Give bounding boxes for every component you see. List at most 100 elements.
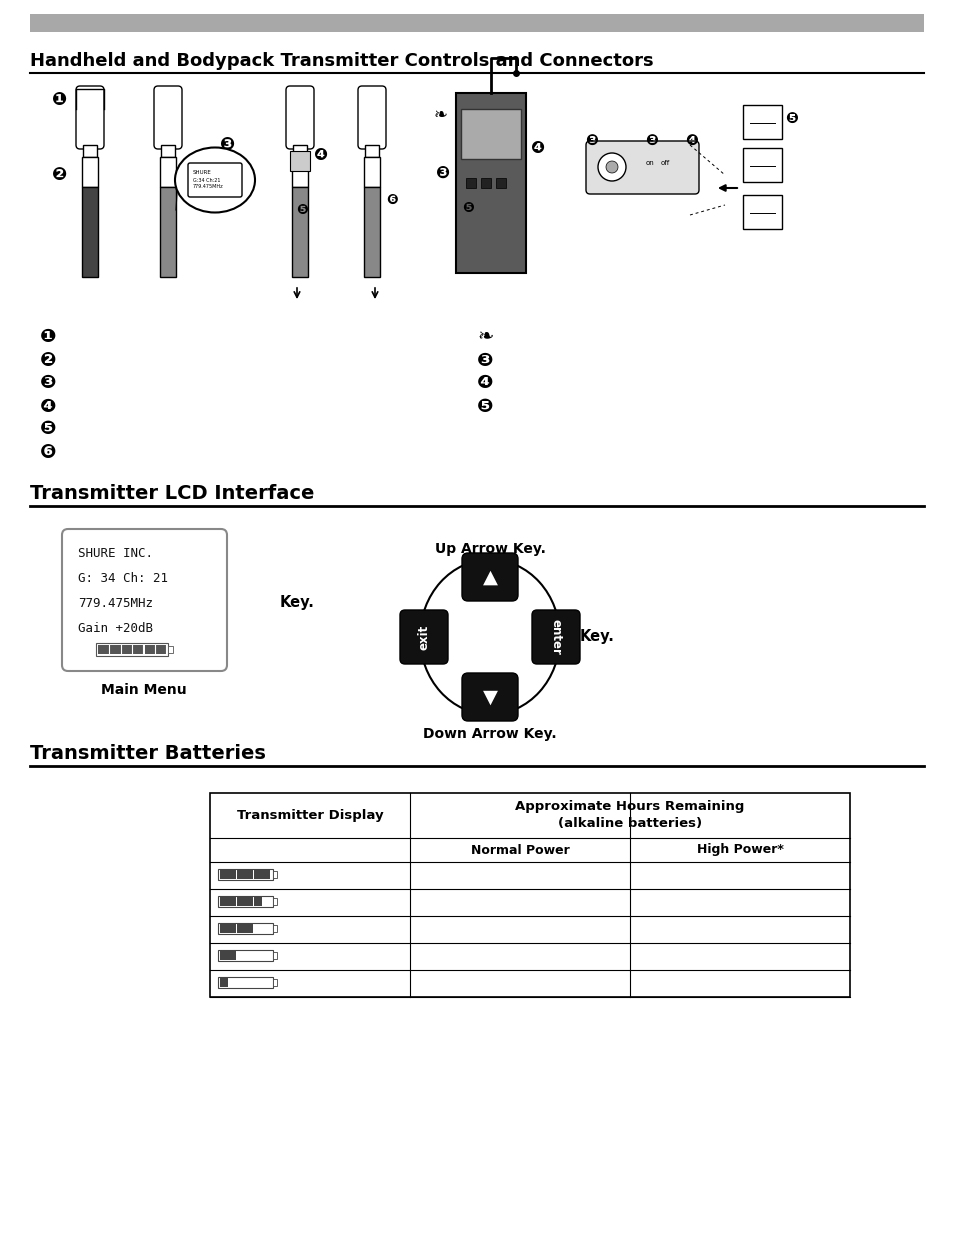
FancyBboxPatch shape [461, 553, 517, 601]
Bar [160, 157, 175, 186]
Bar [496, 178, 505, 188]
Bar [156, 645, 167, 655]
Text: ❧: ❧ [476, 327, 493, 347]
Bar [218, 869, 273, 881]
Text: ❺: ❺ [784, 110, 797, 126]
Bar [273, 925, 276, 932]
Bar [83, 144, 97, 157]
FancyBboxPatch shape [461, 673, 517, 721]
Text: ❸: ❸ [436, 164, 450, 182]
Bar [160, 186, 175, 277]
Text: Key.: Key. [579, 630, 615, 645]
Text: ❺: ❺ [461, 201, 474, 215]
Text: 779.475MHz: 779.475MHz [78, 597, 152, 610]
FancyBboxPatch shape [742, 105, 781, 140]
Bar [121, 645, 132, 655]
Bar [220, 951, 228, 960]
Bar [218, 950, 273, 961]
Bar [253, 869, 262, 879]
Bar [82, 186, 98, 277]
Text: High Power*: High Power* [696, 844, 782, 857]
Bar [364, 157, 379, 186]
Text: ❹: ❹ [476, 373, 493, 393]
Text: ❹: ❹ [314, 146, 328, 164]
Bar [229, 897, 236, 906]
Bar [273, 979, 276, 986]
FancyBboxPatch shape [188, 163, 242, 198]
Bar [220, 924, 228, 932]
Text: ❺: ❺ [476, 396, 493, 415]
FancyBboxPatch shape [742, 148, 781, 182]
Text: ▲: ▲ [482, 568, 497, 587]
Bar [245, 924, 253, 932]
Text: 779.475MHz: 779.475MHz [193, 184, 224, 189]
Bar [229, 951, 236, 960]
FancyBboxPatch shape [399, 610, 448, 664]
Bar [98, 645, 109, 655]
Bar [480, 178, 491, 188]
Bar [132, 645, 144, 655]
Bar [236, 897, 245, 906]
Bar [245, 869, 253, 879]
Text: ❸: ❸ [476, 351, 493, 369]
Bar [364, 186, 379, 277]
Bar [273, 871, 276, 878]
FancyBboxPatch shape [76, 86, 104, 149]
FancyBboxPatch shape [742, 195, 781, 228]
Text: exit: exit [417, 625, 430, 650]
Bar [273, 898, 276, 905]
Text: Handheld and Bodypack Transmitter Controls and Connectors: Handheld and Bodypack Transmitter Contro… [30, 52, 653, 70]
Text: SHURE INC.: SHURE INC. [78, 547, 152, 559]
FancyBboxPatch shape [585, 141, 699, 194]
FancyBboxPatch shape [290, 151, 310, 170]
Bar [273, 952, 276, 960]
Bar [229, 869, 236, 879]
Text: ❷: ❷ [40, 351, 56, 369]
Bar [82, 157, 98, 186]
Bar [210, 793, 849, 997]
Text: ❷: ❷ [52, 165, 67, 184]
FancyBboxPatch shape [460, 109, 520, 159]
Circle shape [598, 153, 625, 182]
Text: Transmitter LCD Interface: Transmitter LCD Interface [30, 484, 314, 503]
Bar [218, 977, 273, 988]
Text: Transmitter Batteries: Transmitter Batteries [30, 743, 266, 763]
Text: ▼: ▼ [482, 688, 497, 706]
Text: Gain +20dB: Gain +20dB [78, 622, 152, 635]
Bar [245, 897, 253, 906]
Text: ❧: ❧ [434, 106, 447, 124]
FancyBboxPatch shape [357, 86, 386, 149]
Bar [253, 897, 262, 906]
Bar [236, 869, 245, 879]
Text: ❹: ❹ [531, 140, 544, 157]
Bar [229, 924, 236, 932]
Bar [236, 924, 245, 932]
Text: Key.: Key. [280, 594, 314, 610]
Bar [218, 897, 273, 906]
Bar [220, 978, 228, 987]
Bar [262, 869, 271, 879]
Text: SHURE: SHURE [193, 170, 212, 175]
Bar [30, 14, 923, 32]
Text: ❶: ❶ [52, 91, 67, 109]
Text: ❻: ❻ [40, 442, 56, 462]
Bar [218, 923, 273, 934]
Bar [161, 144, 174, 157]
Text: ❸: ❸ [584, 132, 598, 147]
Bar [292, 157, 308, 186]
Text: off: off [659, 161, 669, 165]
Bar [292, 186, 308, 277]
Bar [293, 144, 307, 157]
Text: Approximate Hours Remaining
(alkaline batteries): Approximate Hours Remaining (alkaline ba… [515, 800, 744, 830]
Text: ❸: ❸ [644, 132, 658, 147]
Bar [145, 645, 155, 655]
Text: ❶: ❶ [40, 327, 56, 347]
Ellipse shape [174, 147, 254, 212]
Bar [96, 643, 168, 656]
Text: ❻: ❻ [386, 193, 397, 207]
Bar [110, 645, 120, 655]
FancyBboxPatch shape [153, 86, 182, 149]
Ellipse shape [419, 559, 559, 715]
Text: ❹: ❹ [40, 396, 56, 415]
Circle shape [605, 161, 618, 173]
